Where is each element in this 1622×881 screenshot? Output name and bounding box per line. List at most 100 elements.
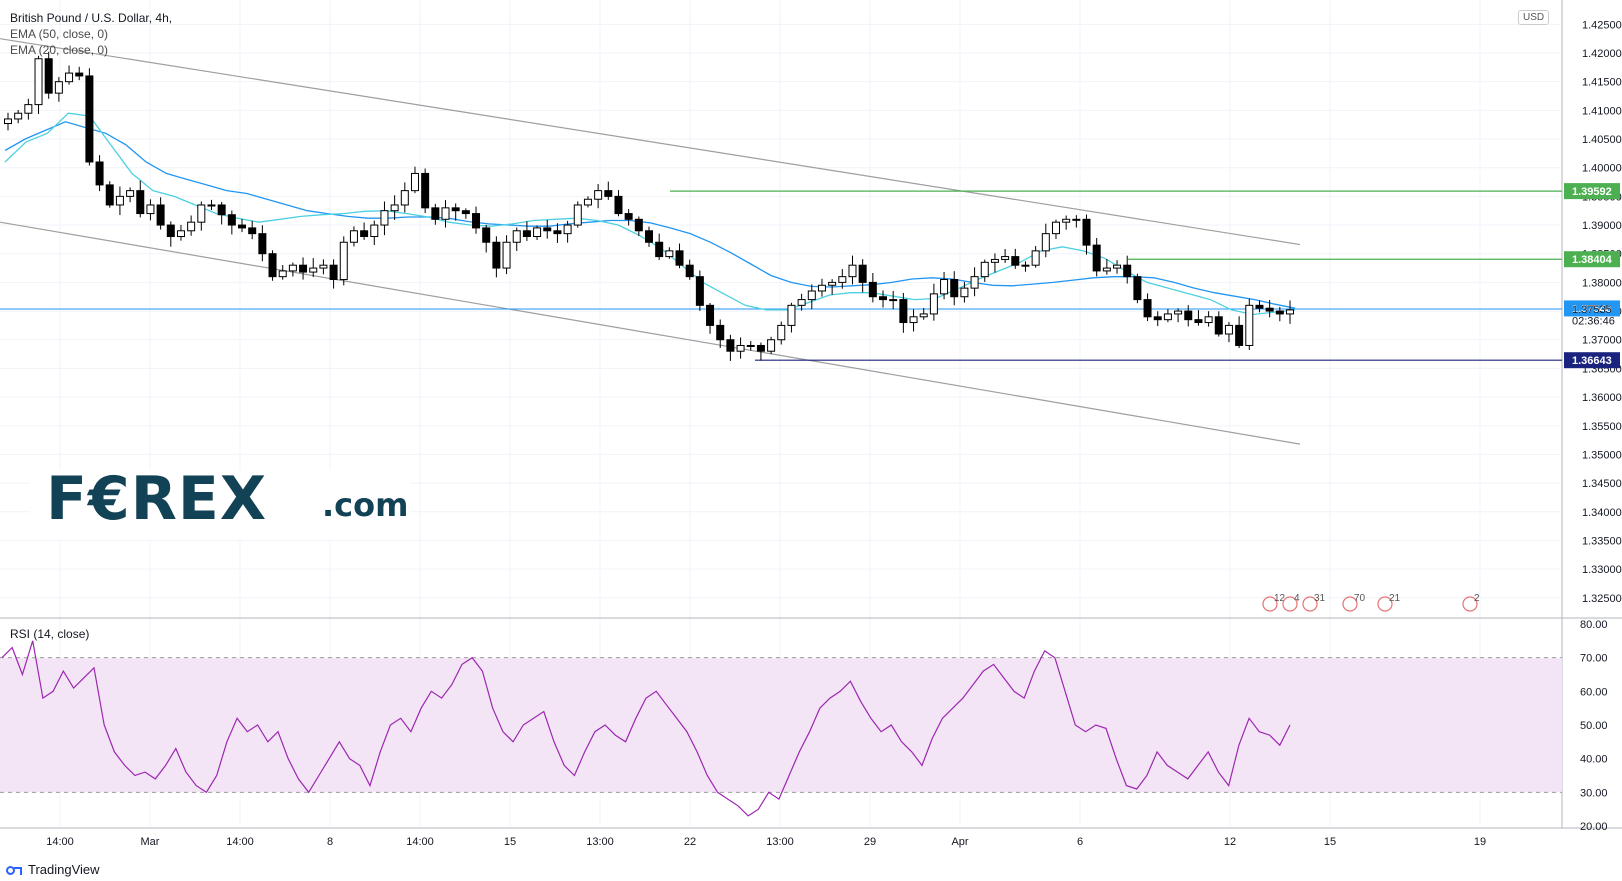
candle-body xyxy=(44,58,53,94)
candle-body xyxy=(1001,256,1010,260)
candle-body xyxy=(807,290,816,301)
candle-body xyxy=(553,230,562,235)
candle-body xyxy=(115,195,124,206)
channel-upper-line xyxy=(0,38,1301,246)
event-flag-icon xyxy=(1377,596,1393,612)
time-tick-label: 13:00 xyxy=(766,836,794,848)
candle-body xyxy=(146,204,155,215)
current-price-label: 1.37535 xyxy=(1572,304,1612,316)
ema-price-label-bg xyxy=(1564,300,1620,317)
candle-body xyxy=(919,313,928,318)
candle-body xyxy=(156,204,165,226)
candle-body xyxy=(889,299,898,302)
candle-body xyxy=(400,190,409,206)
currency-button[interactable]: USD xyxy=(1518,10,1550,25)
tradingview-brand[interactable]: TradingView xyxy=(6,862,100,877)
candle-body xyxy=(1245,304,1254,346)
event-count: 2 xyxy=(1474,593,1480,604)
candle-body xyxy=(563,224,572,235)
time-tick-label: Apr xyxy=(951,836,968,848)
candle-body xyxy=(1143,299,1152,318)
candle-body xyxy=(645,230,653,243)
event-count: 21 xyxy=(1389,593,1401,604)
ema50-legend[interactable]: EMA (50, close, 0) xyxy=(10,27,109,41)
event-flag-icon xyxy=(1262,596,1278,612)
candle-body xyxy=(726,339,735,352)
time-tick-label: 22 xyxy=(684,836,696,848)
candle-body xyxy=(583,198,592,206)
price-tick-label: 1.41000 xyxy=(1582,105,1622,117)
candle-body xyxy=(858,264,867,283)
candle-body xyxy=(14,112,23,120)
candle-body xyxy=(248,227,257,235)
ema20-legend[interactable]: EMA (20, close, 0) xyxy=(10,43,109,57)
candle-body xyxy=(1113,264,1122,269)
candle-body xyxy=(828,281,837,286)
candle-body xyxy=(1275,310,1284,315)
price-tick-label: 1.42000 xyxy=(1582,48,1622,60)
candle-body xyxy=(65,72,74,83)
candle-body xyxy=(24,104,33,114)
candle-body xyxy=(176,230,185,238)
candle-body xyxy=(339,241,348,281)
candle-body xyxy=(502,241,511,269)
candle-body xyxy=(1286,309,1294,315)
price-tick-label: 1.34500 xyxy=(1582,478,1622,490)
rsi-tick-label: 60.00 xyxy=(1580,686,1608,698)
candle-body xyxy=(472,213,481,229)
channel-lower-line xyxy=(0,221,1301,445)
support-price-label: 1.36643 xyxy=(1572,355,1612,367)
candle-body xyxy=(75,72,84,77)
candle-body xyxy=(1051,221,1060,235)
candle-body xyxy=(767,339,776,352)
candle-body xyxy=(299,264,308,273)
candle-body xyxy=(868,281,877,298)
candle-body xyxy=(238,224,247,229)
candle-body xyxy=(1194,319,1203,324)
candle-body xyxy=(909,316,918,324)
candle-body xyxy=(543,227,552,232)
candles xyxy=(4,51,1294,361)
candle-body xyxy=(390,204,399,212)
candle-body xyxy=(197,204,206,223)
candle-body xyxy=(482,227,491,243)
price-tick-label: 1.42500 xyxy=(1582,19,1622,31)
time-tick-label: 29 xyxy=(864,836,876,848)
candle-body xyxy=(349,230,358,243)
candle-body xyxy=(675,250,684,266)
rsi-tick-label: 40.00 xyxy=(1580,754,1608,766)
price-tick-label: 1.32500 xyxy=(1582,593,1622,605)
candle-body xyxy=(1082,218,1091,246)
candle-body xyxy=(319,264,328,269)
candle-body xyxy=(1214,316,1223,335)
candle-body xyxy=(533,227,542,238)
candle-body xyxy=(54,81,63,94)
candle-body xyxy=(217,204,226,216)
candle-body xyxy=(410,172,419,192)
candle-body xyxy=(899,299,908,324)
candle-body xyxy=(227,214,236,226)
candle-body xyxy=(1011,256,1020,266)
candle-body xyxy=(4,118,12,125)
candle-body xyxy=(431,207,440,220)
candle-body xyxy=(360,230,369,238)
candle-body xyxy=(1041,233,1050,252)
candle-body xyxy=(777,324,786,341)
candle-body xyxy=(1092,244,1101,272)
tradingview-icon xyxy=(6,864,24,876)
rsi-legend[interactable]: RSI (14, close) xyxy=(10,627,90,641)
candle-body xyxy=(1184,310,1193,321)
candle-body xyxy=(848,264,857,278)
candle-body xyxy=(604,190,613,197)
candle-body xyxy=(665,250,674,258)
price-tick-label: 1.35500 xyxy=(1582,421,1622,433)
rsi-tick-label: 50.00 xyxy=(1580,720,1608,732)
event-flag-icon xyxy=(1282,596,1298,612)
candle-body xyxy=(512,230,521,243)
candle-body xyxy=(706,304,715,326)
candle-body xyxy=(1021,264,1030,267)
price-tick-label: 1.40500 xyxy=(1582,134,1622,146)
time-tick-label: 14:00 xyxy=(406,836,434,848)
candle-body xyxy=(126,190,135,197)
